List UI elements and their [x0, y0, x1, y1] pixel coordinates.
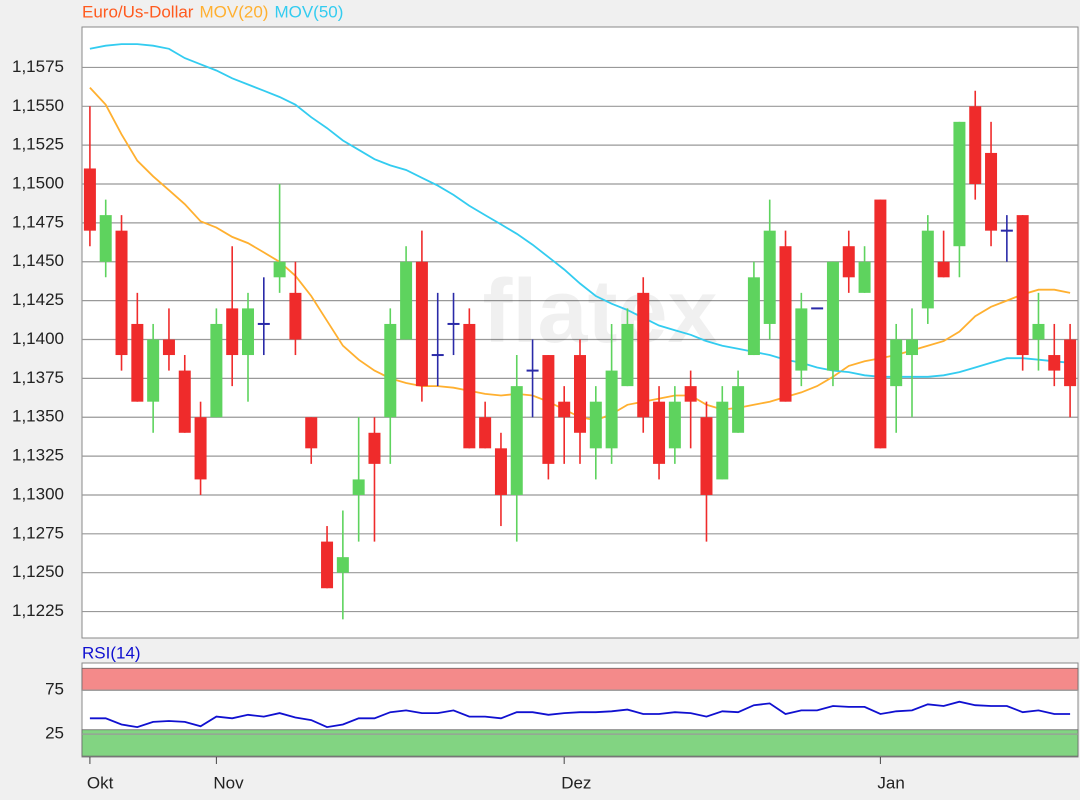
candle-body	[969, 106, 982, 185]
y-tick-label: 25	[45, 724, 64, 743]
candle-body	[289, 292, 302, 340]
candle-body	[589, 401, 602, 449]
candle-body	[415, 261, 428, 387]
candle-body	[747, 277, 760, 356]
candle-body	[494, 448, 507, 495]
x-tick-label: Dez	[561, 773, 591, 792]
y-tick-label: 1,1350	[12, 407, 64, 426]
candle-body	[368, 432, 381, 464]
candle-body	[842, 246, 855, 278]
candle-body	[336, 557, 349, 573]
candle-body	[115, 230, 128, 356]
y-tick-label: 1,1400	[12, 329, 64, 348]
y-tick-label: 1,1525	[12, 135, 64, 154]
y-tick-label: 1,1225	[12, 601, 64, 620]
candle-body	[858, 261, 871, 293]
zone-band	[81, 667, 1079, 691]
candle-body	[906, 339, 918, 356]
y-tick-label: 1,1325	[12, 446, 64, 465]
candle-body	[400, 261, 413, 340]
candle-body	[684, 386, 697, 402]
candle-body	[131, 323, 144, 402]
candle-body	[226, 308, 239, 356]
legend-entry: Euro/Us-Dollar	[82, 2, 194, 21]
watermark: flatex	[482, 262, 717, 362]
y-tick-label: 1,1575	[12, 57, 64, 76]
candle-body	[716, 401, 729, 480]
candle-body	[1064, 339, 1077, 387]
candle-body	[732, 386, 745, 433]
candle-body	[210, 323, 223, 418]
candle-body	[763, 230, 776, 324]
candle-body	[479, 417, 492, 449]
candle-body	[826, 261, 839, 371]
candle-body	[242, 308, 254, 356]
y-tick-label: 1,1550	[12, 96, 64, 115]
candle-body	[321, 541, 334, 589]
y-tick-label: 1,1500	[12, 174, 64, 193]
candle-body	[1032, 323, 1045, 340]
candle-body	[605, 370, 618, 449]
candle-body	[558, 401, 571, 418]
candle-body	[921, 230, 934, 309]
rsi-line	[89, 700, 1071, 729]
candle-body	[194, 417, 207, 480]
candle-body	[621, 323, 634, 387]
panel-label: RSI(14)	[82, 643, 141, 662]
candle-body	[162, 339, 175, 356]
candle-body	[637, 292, 650, 418]
legend-entry: MOV(50)	[274, 2, 343, 21]
candle-body	[953, 121, 966, 247]
y-tick-label: 1,1275	[12, 523, 64, 542]
plot-layer: 1,1225 1,1250 1,1275 1,1300 1,1325 1,1350 1,13…	[12, 2, 1079, 792]
candle-body	[700, 417, 713, 495]
y-tick-label: 1,1425	[12, 290, 64, 309]
candle-body	[305, 417, 318, 449]
candle-body	[147, 339, 160, 402]
candle-body	[1048, 355, 1061, 371]
candle-body	[574, 355, 586, 433]
y-tick-label: 1,1450	[12, 251, 64, 270]
candle-body	[510, 386, 523, 495]
y-tick-label: 1,1475	[12, 212, 64, 231]
candle-body	[273, 261, 286, 278]
candle-body	[937, 261, 950, 278]
candle-body	[795, 308, 808, 371]
candle-body	[1016, 215, 1029, 356]
candle-body	[384, 323, 397, 418]
candle-body	[542, 355, 555, 464]
x-tick-label: Okt	[87, 773, 114, 792]
candle-body	[83, 168, 96, 231]
candle-body	[463, 323, 476, 449]
candle-body	[874, 199, 887, 449]
y-tick-label: 1,1250	[12, 562, 64, 581]
candle-body	[178, 370, 191, 433]
y-tick-label: 1,1375	[12, 368, 64, 387]
legend-entry: MOV(20)	[199, 2, 268, 21]
x-tick-label: Jan	[877, 773, 904, 792]
x-tick-label: Nov	[213, 773, 244, 792]
candle-body	[352, 479, 365, 495]
candle-body	[99, 215, 112, 262]
moving-average-line	[89, 43, 1071, 378]
y-tick-label: 1,1300	[12, 484, 64, 503]
candle-body	[668, 401, 681, 449]
candle-body	[779, 246, 792, 402]
candle-body	[985, 152, 998, 231]
candle-body	[890, 339, 903, 387]
candle-body	[653, 401, 666, 464]
y-tick-label: 75	[45, 680, 64, 699]
